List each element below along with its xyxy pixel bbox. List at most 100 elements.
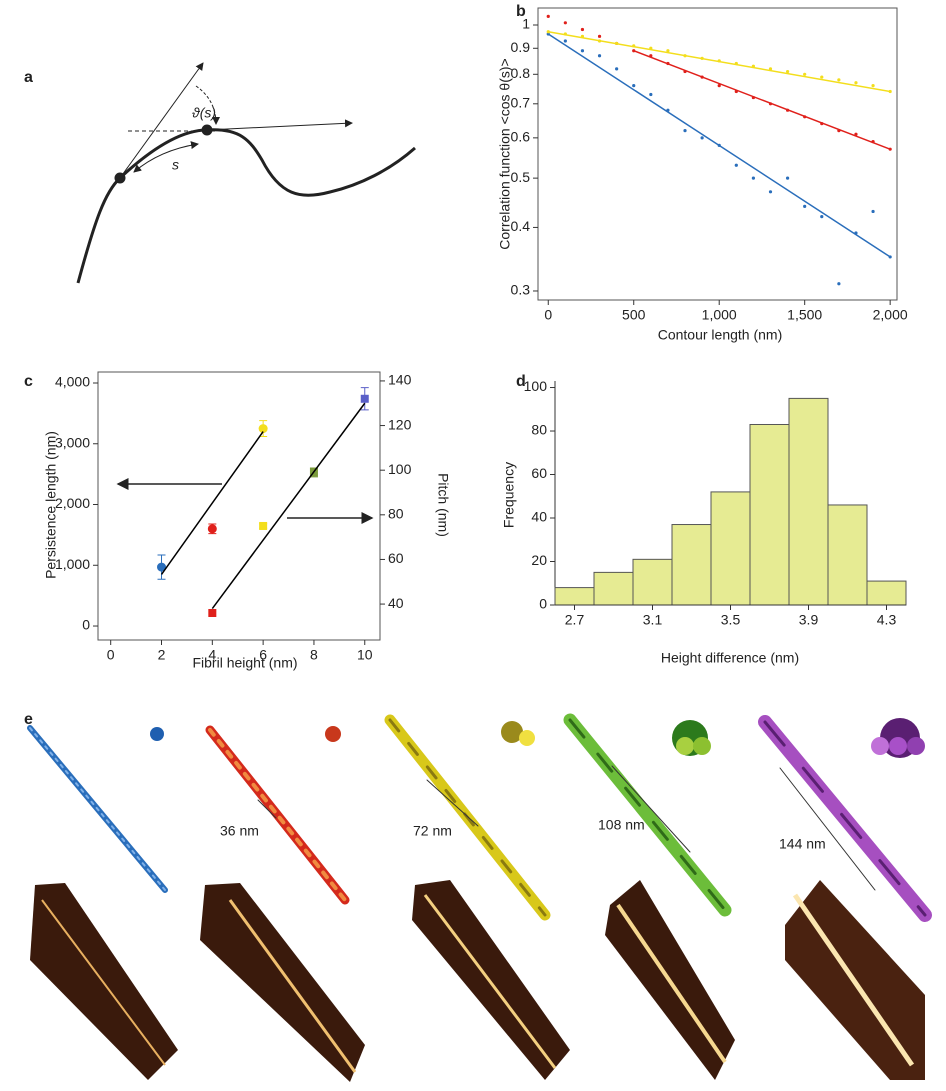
fit-line [548, 30, 891, 93]
bar [554, 587, 595, 606]
arc-label: s [172, 157, 179, 173]
y-tick-label: 4,000 [55, 374, 90, 390]
y2-tick-label: 40 [388, 595, 404, 611]
point [259, 521, 268, 530]
point [683, 129, 687, 133]
y2-tick-label: 80 [388, 506, 404, 522]
point [871, 209, 875, 214]
bar [671, 524, 712, 606]
y2-tick-label: 100 [388, 461, 412, 477]
y-tick-label: 1 [522, 16, 530, 32]
point [546, 14, 550, 18]
y-tick-label: 0 [82, 617, 90, 633]
x-tick-label: 6 [259, 647, 267, 663]
bar [593, 571, 634, 606]
x-axis-label: Contour length (nm) [658, 327, 783, 343]
x-tick-label: 500 [622, 307, 646, 323]
bar [632, 558, 673, 606]
x-tick-label: 3.1 [643, 612, 663, 628]
point [563, 21, 567, 25]
point [700, 136, 704, 140]
point [580, 49, 585, 53]
fit-line [633, 50, 891, 150]
point [580, 27, 585, 32]
y-tick-label: 1,000 [55, 556, 90, 572]
y-tick-label: 0.7 [511, 95, 531, 111]
y2-tick-label: 120 [388, 416, 412, 432]
x-tick-label: 2 [158, 647, 166, 663]
point [615, 67, 619, 71]
y-tick-label: 0.8 [511, 65, 531, 81]
x-tick-label: 10 [357, 647, 373, 663]
point [207, 524, 217, 534]
scale-bar-label: 108 nm [598, 817, 645, 833]
point [360, 394, 369, 403]
x-axis-label: Height difference (nm) [661, 650, 799, 666]
x-tick-label: 4.3 [877, 612, 897, 628]
bar [827, 504, 868, 606]
point [717, 84, 721, 88]
y2-tick-label: 140 [388, 372, 412, 388]
scale-bar-label: 72 nm [413, 823, 452, 839]
plot-frame [537, 7, 898, 301]
y-tick-label: 80 [531, 422, 547, 438]
y-tick-label: 2,000 [55, 495, 90, 511]
point [258, 424, 268, 434]
y-axis-label: Persistence length (nm) [43, 431, 59, 579]
bar [749, 423, 790, 606]
point [751, 176, 756, 180]
y-tick-label: 0.4 [511, 218, 531, 234]
y2-axis-label: Pitch (nm) [435, 473, 451, 537]
x-tick-label: 1,000 [702, 307, 737, 323]
y2-tick-label: 60 [388, 550, 404, 566]
y-tick-label: 0 [539, 596, 547, 612]
point [734, 163, 738, 167]
y-tick-label: 3,000 [55, 434, 90, 450]
point [837, 282, 841, 286]
bar [710, 491, 751, 606]
x-tick-label: 3.9 [799, 612, 819, 628]
angle-label: ϑ(s) [192, 105, 216, 121]
panel-label: b [516, 3, 526, 20]
x-axis-label: Fibril height (nm) [192, 655, 297, 671]
point [649, 92, 653, 97]
diagram [76, 62, 416, 284]
panel-label: a [24, 69, 33, 86]
y-tick-label: 40 [531, 509, 547, 525]
plot-frame [97, 371, 381, 641]
point [785, 176, 790, 180]
y-axis-label: Frequency [501, 462, 517, 528]
x-tick-label: 4 [208, 647, 216, 663]
y-tick-label: 0.9 [511, 39, 531, 55]
point [820, 75, 824, 79]
point [854, 81, 858, 85]
fit-line [547, 33, 891, 258]
y-tick-label: 0.6 [511, 129, 531, 145]
point [871, 84, 875, 88]
y-tick-label: 0.5 [511, 169, 531, 185]
point [597, 54, 602, 58]
x-tick-label: 3.5 [721, 612, 741, 628]
bar [788, 397, 829, 606]
point [597, 34, 602, 38]
panel-label: c [24, 373, 33, 390]
y-tick-label: 100 [524, 378, 548, 394]
panel-label: d [516, 373, 526, 390]
point [157, 562, 167, 572]
y-tick-label: 0.3 [511, 282, 531, 298]
point [837, 78, 841, 82]
x-tick-label: 0 [544, 307, 552, 323]
y-tick-label: 60 [531, 465, 547, 481]
bar [866, 580, 907, 606]
point [785, 69, 790, 74]
y-tick-label: 20 [531, 552, 547, 568]
point [208, 608, 217, 617]
x-tick-label: 2,000 [873, 307, 908, 323]
y-axis-label: Correlation function <cos θ(s)> [497, 58, 513, 249]
panel-label: e [24, 711, 33, 728]
x-tick-label: 2.7 [565, 612, 585, 628]
point [820, 215, 824, 219]
fit-line [160, 431, 264, 575]
point [768, 190, 773, 194]
